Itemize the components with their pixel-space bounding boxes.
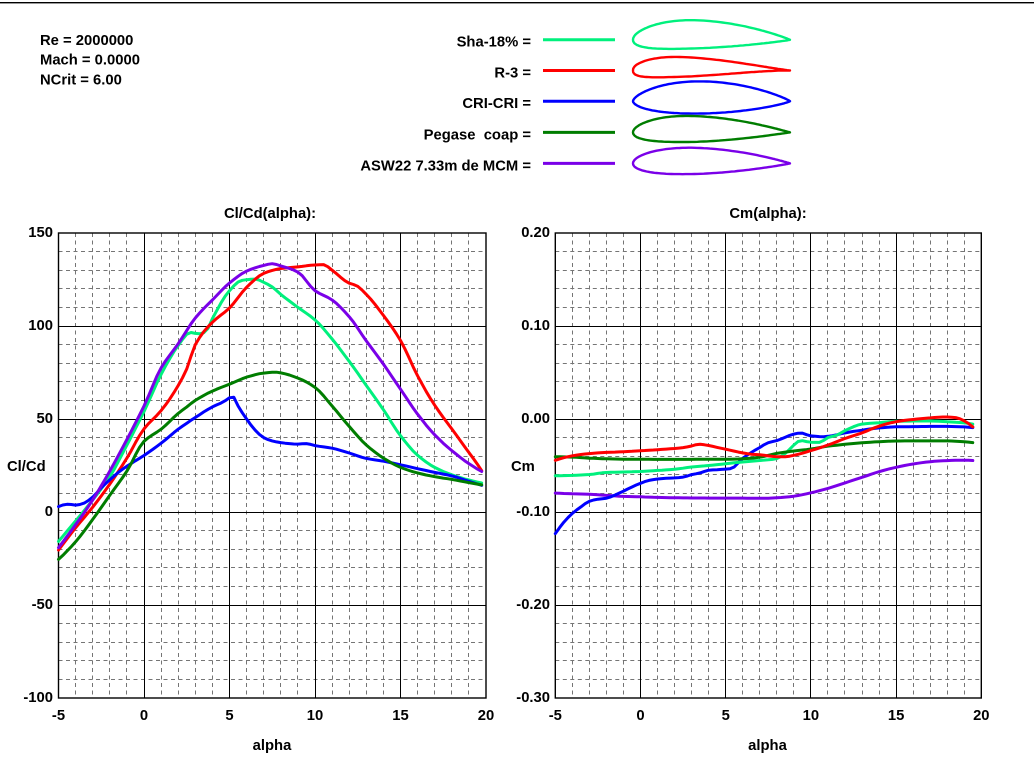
svg-text:5: 5 xyxy=(225,708,233,724)
svg-text:20: 20 xyxy=(973,708,989,724)
svg-text:-5: -5 xyxy=(52,708,65,724)
svg-text:-0.10: -0.10 xyxy=(516,504,550,520)
svg-text:-100: -100 xyxy=(23,690,53,706)
svg-text:-5: -5 xyxy=(549,708,562,724)
svg-text:Cl/Cd: Cl/Cd xyxy=(7,459,46,475)
svg-text:Sha-18% =: Sha-18% = xyxy=(457,35,532,51)
svg-text:5: 5 xyxy=(722,708,730,724)
svg-text:Cm: Cm xyxy=(511,459,535,475)
svg-text:R-3 =: R-3 = xyxy=(494,65,531,81)
svg-text:0: 0 xyxy=(636,708,644,724)
svg-text:15: 15 xyxy=(392,708,408,724)
svg-text:ASW22 7.33m de MCM =: ASW22 7.33m de MCM = xyxy=(360,158,531,174)
svg-text:0.10: 0.10 xyxy=(521,318,550,334)
svg-text:100: 100 xyxy=(28,318,53,334)
svg-text:15: 15 xyxy=(888,708,904,724)
svg-text:20: 20 xyxy=(478,708,494,724)
svg-text:Mach = 0.0000: Mach = 0.0000 xyxy=(40,53,140,69)
svg-text:alpha: alpha xyxy=(253,738,292,754)
svg-text:NCrit = 6.00: NCrit = 6.00 xyxy=(40,73,122,89)
svg-text:-50: -50 xyxy=(32,597,53,613)
svg-text:Pegase coap =: Pegase coap = xyxy=(424,127,532,143)
svg-text:10: 10 xyxy=(803,708,819,724)
svg-text:150: 150 xyxy=(28,225,53,241)
svg-text:Re = 2000000: Re = 2000000 xyxy=(40,33,133,49)
svg-text:50: 50 xyxy=(37,411,53,427)
svg-text:0.20: 0.20 xyxy=(521,225,550,241)
svg-text:10: 10 xyxy=(307,708,323,724)
svg-text:0: 0 xyxy=(45,504,53,520)
svg-text:-0.20: -0.20 xyxy=(516,597,550,613)
svg-text:-0.30: -0.30 xyxy=(516,690,550,706)
svg-text:0: 0 xyxy=(140,708,148,724)
svg-text:Cm(alpha):: Cm(alpha): xyxy=(729,206,806,222)
svg-text:0.00: 0.00 xyxy=(521,411,550,427)
svg-text:CRI-CRI =: CRI-CRI = xyxy=(462,96,531,112)
svg-text:alpha: alpha xyxy=(748,738,787,754)
svg-text:Cl/Cd(alpha):: Cl/Cd(alpha): xyxy=(224,206,316,222)
